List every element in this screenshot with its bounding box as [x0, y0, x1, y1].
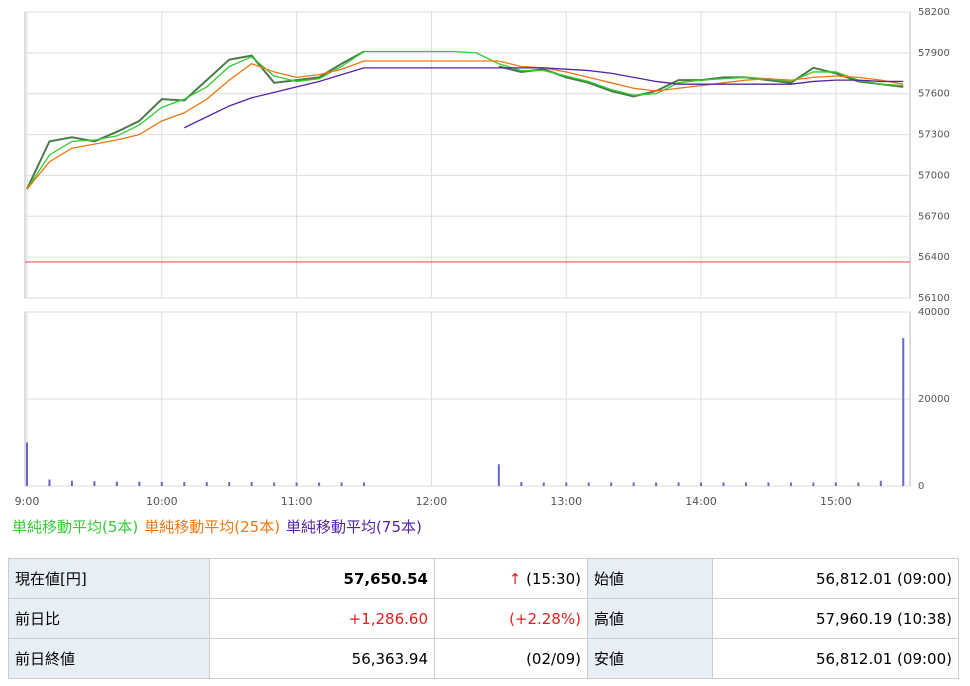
volume-bar — [857, 482, 860, 486]
cell: (+2.28%) — [434, 598, 588, 639]
volume-bar — [205, 482, 208, 486]
volume-bar — [48, 479, 51, 486]
volume-bar — [70, 480, 73, 486]
volume-bar — [318, 482, 321, 486]
volume-bar — [273, 482, 276, 486]
volume-bar — [138, 481, 141, 486]
cell: 56,812.01 (09:00) — [712, 558, 959, 599]
volume-bar — [160, 482, 163, 486]
cell: 高値 — [587, 598, 713, 639]
volume-bar — [542, 482, 545, 486]
cell: +1,286.60 — [209, 598, 435, 639]
y-tick-label: 56700 — [918, 211, 950, 222]
ma-line — [26, 50, 904, 190]
cell: 前日比 — [8, 598, 210, 639]
x-tick-label: 11:00 — [281, 495, 313, 508]
chart: 56100 56400 56700 57000 57300 57600 57900 58200… — [15, 7, 950, 508]
volume-bar — [183, 482, 186, 486]
volume-bar — [497, 464, 500, 486]
cell: 56,363.94 — [209, 638, 435, 679]
y-tick-label: 57900 — [918, 48, 950, 59]
y-tick-label: 56100 — [918, 293, 950, 304]
y-tick-label: 40000 — [918, 307, 950, 318]
volume-bar — [789, 482, 792, 486]
x-tick-label: 12:00 — [416, 495, 448, 508]
legend-entry: 単純移動平均(5本) — [12, 518, 139, 536]
y-tick-label: 58200 — [918, 7, 950, 18]
arrow: ↑ — [508, 569, 522, 588]
volume-bar — [565, 482, 568, 486]
volume-bar — [340, 482, 343, 486]
x-tick-label: 13:00 — [550, 495, 582, 508]
volume-bar — [902, 338, 905, 486]
volume-bar — [655, 482, 658, 486]
x-tick-label: 10:00 — [146, 495, 178, 508]
volume-bar — [834, 482, 837, 486]
volume-bar — [610, 482, 613, 486]
cell: 前日終値 — [8, 638, 210, 679]
y-tick-label: 57000 — [918, 170, 950, 181]
quote-table: 現在値[円] 57,650.54 ↑ (15:30) 始値 56,812.01 … — [8, 558, 959, 679]
cell: 57,960.19 (10:38) — [712, 598, 959, 639]
cell: 57,650.54 — [209, 558, 435, 599]
y-tick-label: 57600 — [918, 89, 950, 100]
y-tick-label: 57300 — [918, 130, 950, 141]
legend-entry: 単純移動平均(75本) — [286, 518, 422, 536]
volume-bar — [520, 482, 523, 486]
ma-line — [26, 60, 904, 190]
volume-bar — [767, 482, 770, 486]
legend: 単純移動平均(5本) 単純移動平均(25本) 単純移動平均(75本) — [12, 516, 428, 537]
volume-bar — [677, 482, 680, 486]
volume-bar — [632, 482, 635, 486]
volume-bar — [879, 480, 882, 486]
y-tick-label: 0 — [918, 481, 924, 492]
y-tick-label: 20000 — [918, 394, 950, 405]
cell: ↑ (15:30) — [434, 558, 588, 599]
y-tick-label: 56400 — [918, 252, 950, 263]
volume-bar — [722, 482, 725, 486]
time: (15:30) — [526, 569, 581, 588]
volume-bar — [93, 481, 96, 486]
volume-bar — [812, 482, 815, 486]
cell: 始値 — [587, 558, 713, 599]
volume-bar — [115, 481, 118, 486]
volume-bar — [587, 482, 590, 486]
legend-entry: 単純移動平均(25本) — [144, 518, 281, 536]
volume-bar — [744, 482, 747, 486]
cell: 56,812.01 (09:00) — [712, 638, 959, 679]
x-tick-label: 9:00 — [15, 495, 40, 508]
ma-line — [183, 67, 904, 129]
cell: (02/09) — [434, 638, 588, 679]
cell: 安値 — [587, 638, 713, 679]
volume-bar — [700, 482, 703, 486]
volume-bar — [26, 442, 28, 486]
volume-bar — [250, 482, 253, 486]
volume-bar — [363, 482, 366, 486]
cell: 現在値[円] — [8, 558, 210, 599]
volume-bar — [295, 482, 298, 486]
x-tick-label: 15:00 — [820, 495, 852, 508]
volume-bar — [228, 482, 231, 486]
x-tick-label: 14:00 — [685, 495, 717, 508]
plot-area — [24, 11, 911, 299]
